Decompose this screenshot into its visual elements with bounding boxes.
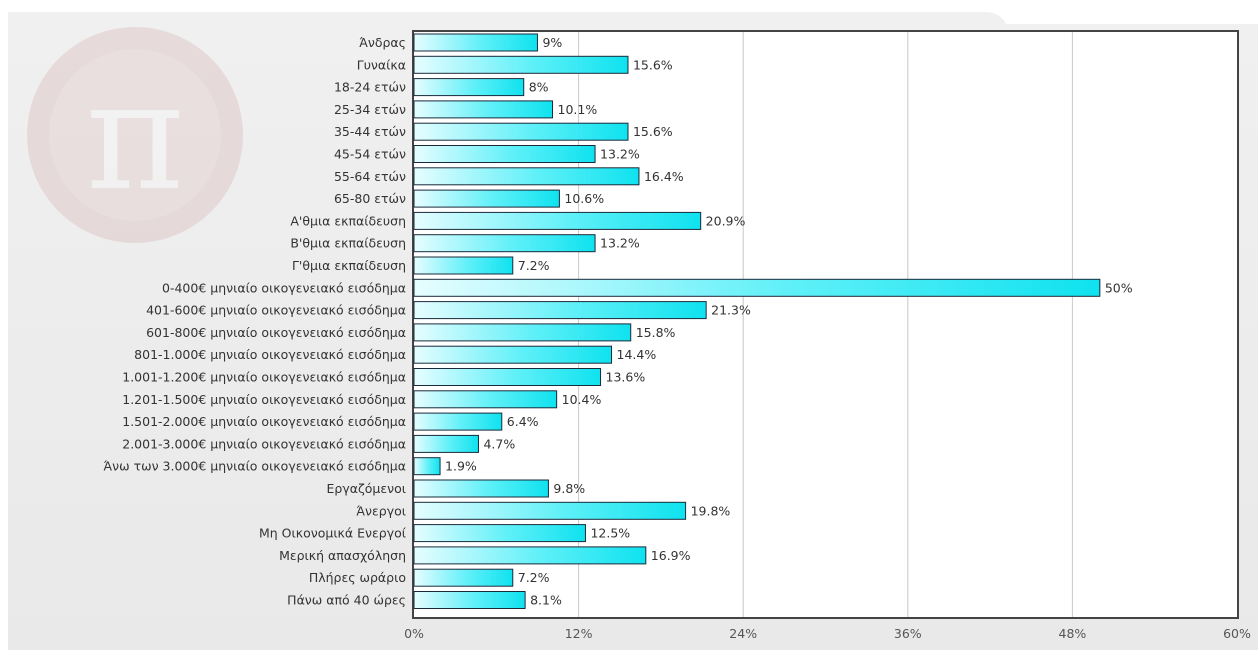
bar <box>413 457 441 476</box>
category-label: Γυναίκα <box>357 57 406 72</box>
bar <box>413 546 647 565</box>
data-label: 13.6% <box>606 370 646 385</box>
bar <box>413 434 479 453</box>
x-tick-label: 0% <box>404 626 424 641</box>
data-label: 7.2% <box>518 258 550 273</box>
category-label: 601-800€ μηνιαίο οικογενειακό εισόδημα <box>146 325 406 340</box>
category-label: Α'θμια εκπαίδευση <box>290 213 406 228</box>
bar <box>413 211 702 230</box>
bar <box>413 100 554 119</box>
value-labels: 9% 15.6% 8% 10.1% 15.6% 13.2% 16.4% 10.6% 20.9% 1… <box>445 35 1133 608</box>
bars <box>413 33 1101 609</box>
data-label: 14.4% <box>617 347 657 362</box>
category-label: 55-64 ετών <box>334 169 406 184</box>
data-label: 15.6% <box>633 57 673 72</box>
bar <box>413 234 596 253</box>
pi-logo-watermark: π <box>27 27 243 243</box>
category-label: Γ'θμια εκπαίδευση <box>292 258 406 273</box>
data-label: 10.6% <box>564 191 604 206</box>
data-label: 15.6% <box>633 124 673 139</box>
x-tick-label: 24% <box>729 626 757 641</box>
data-label: 4.7% <box>483 436 515 451</box>
bar <box>413 412 503 431</box>
category-label: 801-1.000€ μηνιαίο οικογενειακό εισόδημα <box>134 347 406 362</box>
data-label: 16.9% <box>651 548 691 563</box>
bar <box>413 390 558 409</box>
bar <box>413 189 560 208</box>
category-label: 1.201-1.500€ μηνιαίο οικογενειακό εισόδη… <box>122 392 406 407</box>
data-label: 8% <box>529 80 549 95</box>
bar <box>413 167 640 186</box>
bar <box>413 301 707 320</box>
bar <box>413 568 514 587</box>
category-label: 45-54 ετών <box>334 147 406 162</box>
category-label: 1.001-1.200€ μηνιαίο οικογενειακό εισόδη… <box>122 370 406 385</box>
bar <box>413 33 538 52</box>
category-label: 401-600€ μηνιαίο οικογενειακό εισόδημα <box>146 303 406 318</box>
data-label: 10.4% <box>562 392 602 407</box>
x-tick-label: 48% <box>1059 626 1087 641</box>
data-label: 6.4% <box>507 414 539 429</box>
data-label: 20.9% <box>706 213 746 228</box>
category-label: Πλήρες ωράριο <box>309 570 406 585</box>
data-label: 50% <box>1105 280 1133 295</box>
bar <box>413 122 629 141</box>
category-label: Μερική απασχόληση <box>279 548 406 563</box>
bar <box>413 78 525 97</box>
bar <box>413 501 687 520</box>
category-label: Άνω των 3.000€ μηνιαίο οικογενειακό εισό… <box>104 459 406 474</box>
data-label: 13.2% <box>600 236 640 251</box>
category-label: Άνεργοι <box>356 503 406 518</box>
x-tick-label: 60% <box>1223 626 1251 641</box>
svg-text:π: π <box>86 50 185 224</box>
bar <box>413 55 629 74</box>
data-label: 13.2% <box>600 147 640 162</box>
category-label: 35-44 ετών <box>334 124 406 139</box>
data-label: 12.5% <box>590 526 630 541</box>
bar <box>413 278 1101 297</box>
bar <box>413 323 632 342</box>
category-label: Πάνω από 40 ώρες <box>287 593 406 608</box>
data-label: 10.1% <box>558 102 598 117</box>
x-tick-label: 12% <box>565 626 593 641</box>
data-label: 16.4% <box>644 169 684 184</box>
bar <box>413 345 613 364</box>
category-label: 65-80 ετών <box>334 191 406 206</box>
bar <box>413 368 602 386</box>
data-label: 9.8% <box>553 481 585 496</box>
data-label: 21.3% <box>711 303 751 318</box>
category-label: 0-400€ μηνιαίο οικογενειακό εισόδημα <box>162 280 406 295</box>
bar <box>413 256 514 275</box>
data-label: 7.2% <box>518 570 550 585</box>
x-axis-ticks: 0% 12% 24% 36% 48% 60% <box>404 626 1251 641</box>
bar <box>413 591 526 609</box>
category-label: 2.001-3.000€ μηνιαίο οικογενειακό εισόδη… <box>122 436 406 451</box>
x-tick-label: 36% <box>894 626 922 641</box>
category-label: Μη Οικονομικά Ενεργοί <box>259 526 407 541</box>
data-label: 8.1% <box>530 593 562 608</box>
bar <box>413 524 586 543</box>
category-label: Β'θμια εκπαίδευση <box>290 236 406 251</box>
category-label: 25-34 ετών <box>334 102 406 117</box>
category-labels: Άνδρας Γυναίκα 18-24 ετών 25-34 ετών 35-44 ε… <box>104 35 407 608</box>
category-label: Εργαζόμενοι <box>327 481 407 496</box>
category-label: Άνδρας <box>359 35 406 50</box>
category-label: 1.501-2.000€ μηνιαίο οικογενειακό εισόδη… <box>122 414 406 429</box>
data-label: 9% <box>542 35 562 50</box>
data-label: 19.8% <box>691 503 731 518</box>
bar <box>413 479 549 498</box>
data-label: 15.8% <box>636 325 676 340</box>
data-label: 1.9% <box>445 459 477 474</box>
bar <box>413 145 596 163</box>
category-label: 18-24 ετών <box>334 80 406 95</box>
